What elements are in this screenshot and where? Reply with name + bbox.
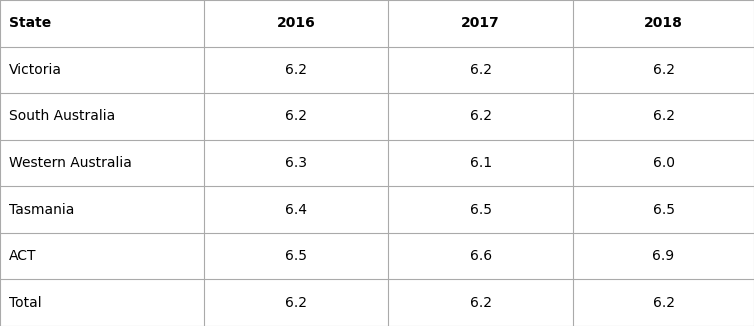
Text: 6.2: 6.2 (470, 296, 492, 310)
Text: 6.9: 6.9 (652, 249, 675, 263)
Text: 2016: 2016 (277, 16, 315, 30)
Text: ACT: ACT (9, 249, 36, 263)
Text: Tasmania: Tasmania (9, 202, 75, 216)
Text: 6.1: 6.1 (470, 156, 492, 170)
Text: 6.5: 6.5 (285, 249, 307, 263)
Text: 6.2: 6.2 (285, 63, 307, 77)
Text: South Australia: South Australia (9, 110, 115, 124)
Text: 6.5: 6.5 (652, 202, 675, 216)
Text: 6.6: 6.6 (470, 249, 492, 263)
Text: 6.4: 6.4 (285, 202, 307, 216)
Text: Total: Total (9, 296, 41, 310)
Text: Western Australia: Western Australia (9, 156, 132, 170)
Text: 2017: 2017 (461, 16, 500, 30)
Text: 6.2: 6.2 (285, 110, 307, 124)
Text: 6.2: 6.2 (285, 296, 307, 310)
Text: 6.2: 6.2 (470, 110, 492, 124)
Text: 6.5: 6.5 (470, 202, 492, 216)
Text: 6.2: 6.2 (652, 296, 675, 310)
Text: 6.2: 6.2 (652, 110, 675, 124)
Text: 6.2: 6.2 (652, 63, 675, 77)
Text: 6.2: 6.2 (470, 63, 492, 77)
Text: 2018: 2018 (644, 16, 683, 30)
Text: 6.3: 6.3 (285, 156, 307, 170)
Text: Victoria: Victoria (9, 63, 62, 77)
Text: 6.0: 6.0 (652, 156, 675, 170)
Text: State: State (9, 16, 51, 30)
